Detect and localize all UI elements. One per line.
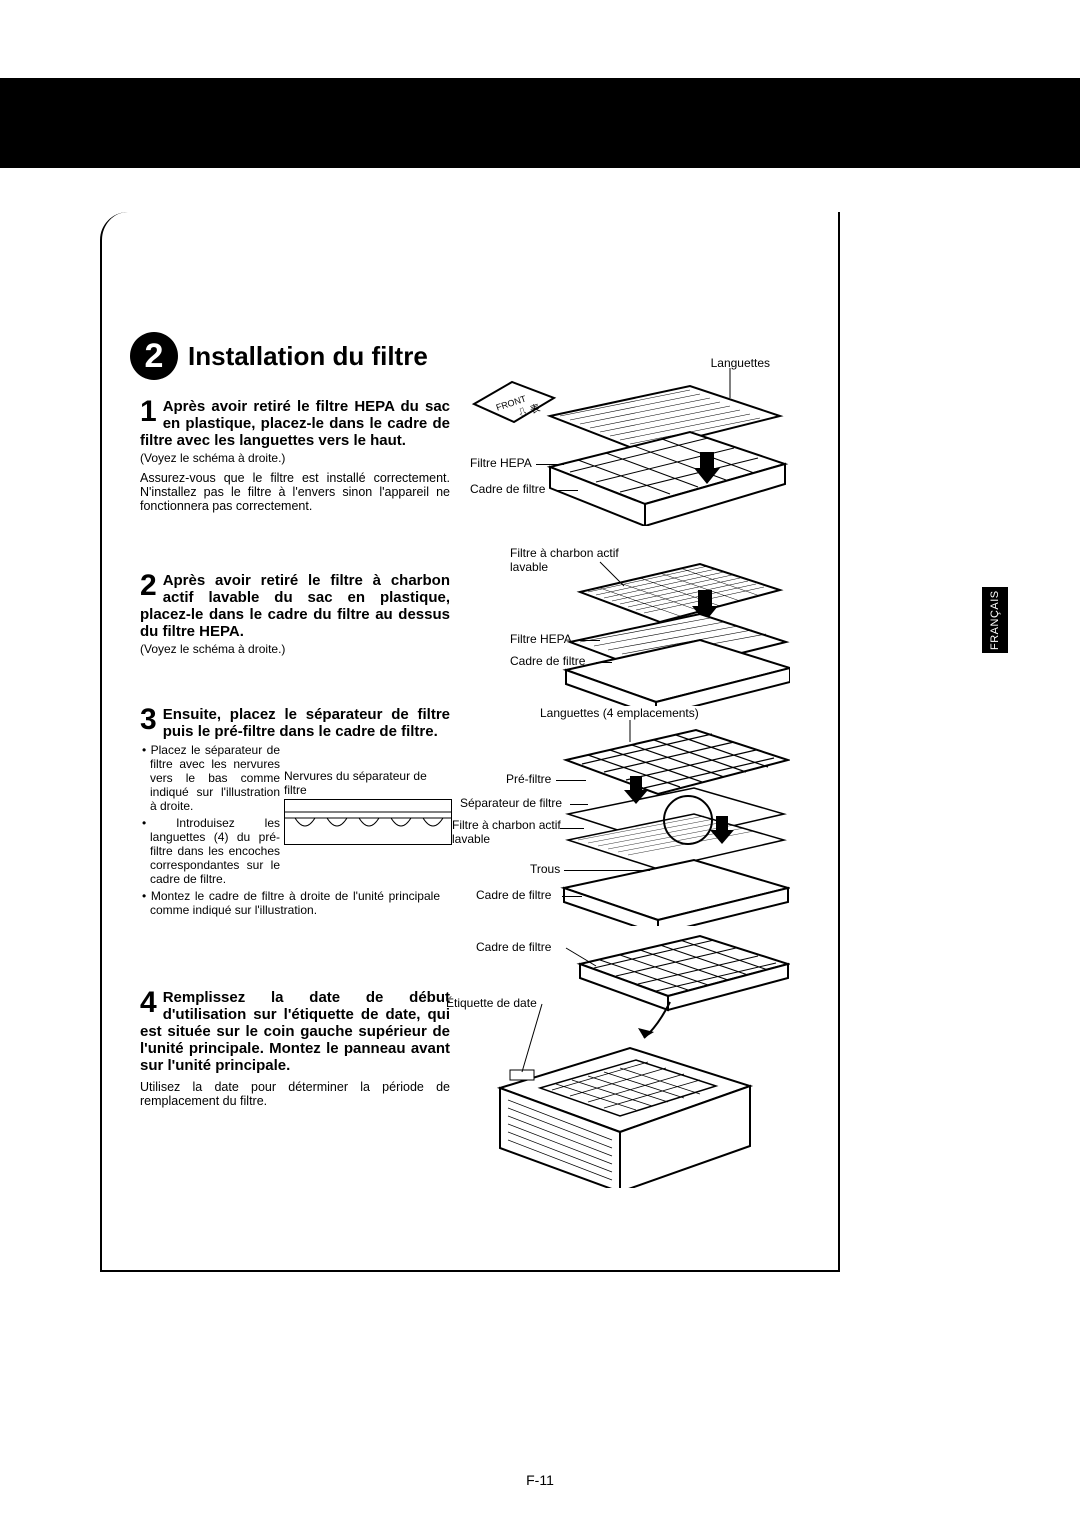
bullet-text: • Introduisez les languettes (4) du pré-… (140, 816, 280, 886)
step-1: 1 Après avoir retiré le filtre HEPA du s… (140, 398, 450, 513)
step-number: 2 (140, 572, 157, 599)
section-title: Installation du filtre (188, 341, 428, 372)
diagram-4: Cadre de filtre Étiquette de date (470, 928, 790, 1188)
step-title: Après avoir retiré le filtre HEPA du sac… (140, 398, 450, 449)
diagram-1-svg: FRONT ⇩ 表 (470, 356, 790, 526)
diagram-4-svg (470, 928, 790, 1188)
label-languettes: Languettes (711, 356, 770, 370)
label-filtre-charbon: Filtre à charbon actif lavable (452, 818, 562, 846)
diagram-3: Languettes (4 emplacements) (470, 706, 790, 926)
section-header: 2 Installation du filtre (130, 332, 428, 380)
label-cadre-filtre: Cadre de filtre (510, 654, 585, 668)
step-note: (Voyez le schéma à droite.) (140, 451, 450, 465)
label-cadre-filtre: Cadre de filtre (470, 482, 545, 496)
step-2: 2 Après avoir retiré le filtre à charbon… (140, 572, 450, 656)
language-tab: FRANÇAIS (982, 587, 1008, 653)
step-body: Assurez-vous que le filtre est installé … (140, 471, 450, 513)
step-number: 3 (140, 706, 157, 733)
page-number: F-11 (0, 1472, 1080, 1488)
label-trous: Trous (530, 862, 560, 876)
step-title: Après avoir retiré le filtre à charbon a… (140, 572, 450, 640)
bullet-text: • Placez le séparateur de filtre avec le… (140, 743, 280, 813)
inset-label: Nervures du séparateur de filtre (284, 769, 452, 797)
step-number: 1 (140, 398, 157, 425)
step-title: Remplissez la date de début d'utilisatio… (140, 989, 450, 1074)
step-4: 4 Remplissez la date de début d'utilisat… (140, 989, 450, 1108)
inset-drawing (284, 799, 452, 845)
label-filtre-hepa: Filtre HEPA (510, 632, 572, 646)
label-filtre-hepa: Filtre HEPA (470, 456, 532, 470)
diagram-1: Languettes FRONT ⇩ 表 (470, 356, 790, 526)
step-title: Ensuite, placez le séparateur de filtre … (140, 706, 450, 740)
step-note: (Voyez le schéma à droite.) (140, 642, 450, 656)
bullet-text: • Montez le cadre de filtre à droite de … (140, 889, 440, 917)
label-separateur: Séparateur de filtre (460, 796, 562, 810)
label-cadre-filtre: Cadre de filtre (476, 888, 551, 902)
label-etiquette: Étiquette de date (446, 996, 537, 1010)
step-number: 4 (140, 989, 157, 1016)
section-number-badge: 2 (130, 332, 178, 380)
step-body: Utilisez la date pour déterminer la péri… (140, 1080, 450, 1108)
label-languettes-4: Languettes (4 emplacements) (540, 706, 699, 720)
label-filtre-charbon: Filtre à charbon actif lavable (510, 546, 620, 574)
label-pre-filtre: Pré-filtre (506, 772, 551, 786)
inset-nervures: Nervures du séparateur de filtre (284, 769, 452, 845)
label-cadre-filtre: Cadre de filtre (476, 940, 551, 954)
diagram-2: Filtre à charbon actif lavable (470, 546, 790, 706)
header-black-bar (0, 78, 1080, 168)
